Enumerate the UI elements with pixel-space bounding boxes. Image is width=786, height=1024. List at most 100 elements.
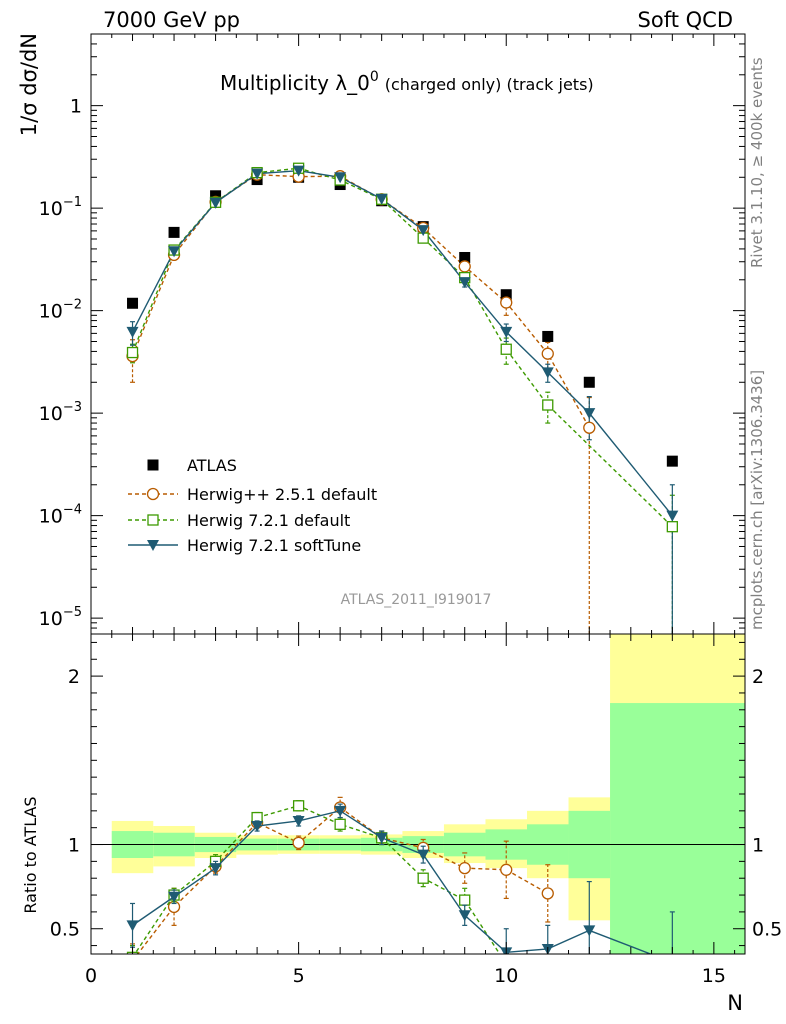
main-point-h7soft — [666, 510, 679, 522]
ratio-frame — [90, 633, 746, 955]
ratio-point-h7soft — [334, 805, 347, 817]
main-ytick-base: 10 — [39, 403, 63, 425]
main-point-atlas — [542, 330, 554, 342]
x-tick-label: 5 — [293, 965, 305, 987]
main-point-h7soft — [126, 326, 139, 338]
main-ytick-exp: −2 — [63, 298, 82, 313]
ratio-point-h7def — [334, 818, 346, 830]
ratio-point-h7soft — [168, 891, 181, 903]
main-point-atlas — [459, 251, 471, 263]
legend-label-hpp: Herwig++ 2.5.1 default — [187, 485, 377, 504]
main-point-h7soft — [417, 225, 430, 237]
ratio-point-h7soft — [666, 957, 678, 968]
main-ytick-label: 10−2 — [39, 298, 82, 323]
main-point-atlas — [127, 297, 139, 309]
ratio-point-hpp — [458, 861, 471, 875]
main-point-h7soft — [541, 367, 554, 379]
main-point-hpp — [458, 260, 471, 273]
main-point-h7def — [666, 521, 678, 533]
ratio-ytick-label-right: 1 — [752, 835, 764, 857]
ratio-point-h7def — [459, 894, 471, 906]
ratio-series — [126, 796, 678, 983]
legend: ATLAS Herwig++ 2.5.1 default Herwig 7.2.1 … — [128, 456, 377, 555]
main-point-atlas — [500, 289, 512, 301]
ratio-point-h7soft — [126, 920, 139, 932]
xlabel: N — [727, 991, 743, 1015]
ratio-point-h7soft — [458, 910, 471, 922]
main-ytick-exp: −4 — [63, 503, 82, 518]
ratio-point-hpp — [541, 887, 554, 900]
plot-title-sub: (charged only) (track jets) — [385, 75, 594, 94]
main-ytick-label: 10−5 — [39, 605, 82, 630]
x-tick-label: 15 — [702, 965, 726, 987]
plot-title-main: Multiplicity λ_0 — [220, 71, 370, 95]
main-ytick-base: 10 — [39, 506, 63, 528]
ratio-bands — [111, 634, 745, 954]
rivet-label: Rivet 3.1.10, ≥ 400k events — [748, 57, 766, 268]
ratio-point-hpp — [127, 955, 138, 966]
tick-labels: 110−110−210−310−410−50 5 10 150.5 0.51 12 2 — [39, 96, 783, 987]
axis-ticks — [90, 33, 745, 954]
main-point-h7soft — [500, 326, 513, 338]
ratio-point-h7soft — [292, 815, 305, 827]
main-point-h7soft — [375, 193, 388, 205]
main-ytick-exp: −3 — [63, 400, 82, 415]
ratio-ylabel: Ratio to ATLAS — [21, 796, 40, 913]
main-point-h7soft — [251, 168, 264, 180]
analysis-watermark: ATLAS_2011_I919017 — [341, 592, 492, 608]
main-line-hpp — [131, 173, 590, 429]
main-point-h7soft — [168, 246, 181, 258]
main-ytick-label: 10−4 — [39, 503, 82, 528]
ratio-ytick-label: 1 — [68, 835, 80, 857]
main-point-h7def — [126, 346, 139, 359]
legend-marker-atlas — [147, 459, 159, 471]
ratio-line-h7def — [133, 805, 501, 954]
main-point-h7soft — [334, 172, 347, 184]
main-ytick-base: 10 — [39, 608, 63, 630]
ratio-ytick-label: 0.5 — [50, 919, 80, 941]
main-ytick-exp: −1 — [63, 195, 82, 210]
x-tick-label: 10 — [494, 965, 518, 987]
main-point-h7soft — [292, 165, 305, 177]
main-point-hpp — [500, 296, 513, 309]
main-point-hpp — [583, 421, 596, 434]
legend-label-atlas: ATLAS — [187, 456, 237, 475]
ratio-ytick-label-right: 0.5 — [752, 919, 782, 941]
ratio-point-h7soft — [417, 849, 430, 861]
ratio-ytick-label: 2 — [68, 666, 80, 688]
main-point-h7soft — [209, 197, 222, 209]
legend-label-h7soft: Herwig 7.2.1 softTune — [187, 536, 361, 555]
ratio-point-h7soft — [251, 821, 264, 832]
ratio-ytick-label-right: 2 — [752, 666, 764, 688]
ratio-point-h7soft — [209, 863, 222, 875]
main-ytick-label: 1 — [70, 96, 82, 118]
ratio-point-hpp — [500, 863, 513, 876]
plot-title-sup: 0 — [370, 69, 379, 85]
ratio-band-inner — [610, 703, 745, 954]
header-right: Soft QCD — [638, 8, 733, 32]
main-point-atlas — [583, 376, 595, 388]
ratio-point-h7def — [543, 973, 553, 983]
main-series — [126, 162, 679, 634]
main-point-hpp — [541, 347, 554, 360]
main-point-h7def — [500, 343, 512, 355]
ratio-point-h7def — [292, 800, 305, 812]
main-point-h7def — [542, 399, 554, 411]
legend-marker-h7soft — [147, 540, 159, 551]
main-point-atlas — [666, 455, 678, 467]
main-ytick-base: 1 — [70, 96, 82, 118]
main-ytick-base: 10 — [39, 301, 63, 323]
ratio-point-h7soft — [583, 925, 596, 937]
x-tick-label: 0 — [85, 965, 97, 987]
main-ytick-label: 10−3 — [39, 400, 82, 425]
mcplots-label: mcplots.cern.ch [arXiv:1306.3436] — [748, 370, 766, 630]
legend-label-h7def: Herwig 7.2.1 default — [187, 511, 350, 530]
legend-marker-hpp — [146, 487, 160, 501]
ratio-point-h7soft — [375, 832, 388, 844]
plot-title: Multiplicity λ_00 (charged only) (track j… — [220, 69, 594, 95]
ratio-point-h7def — [417, 872, 429, 884]
legend-marker-h7def — [147, 514, 159, 526]
header-left: 7000 GeV pp — [103, 8, 240, 32]
main-ytick-label: 10−1 — [39, 195, 82, 220]
